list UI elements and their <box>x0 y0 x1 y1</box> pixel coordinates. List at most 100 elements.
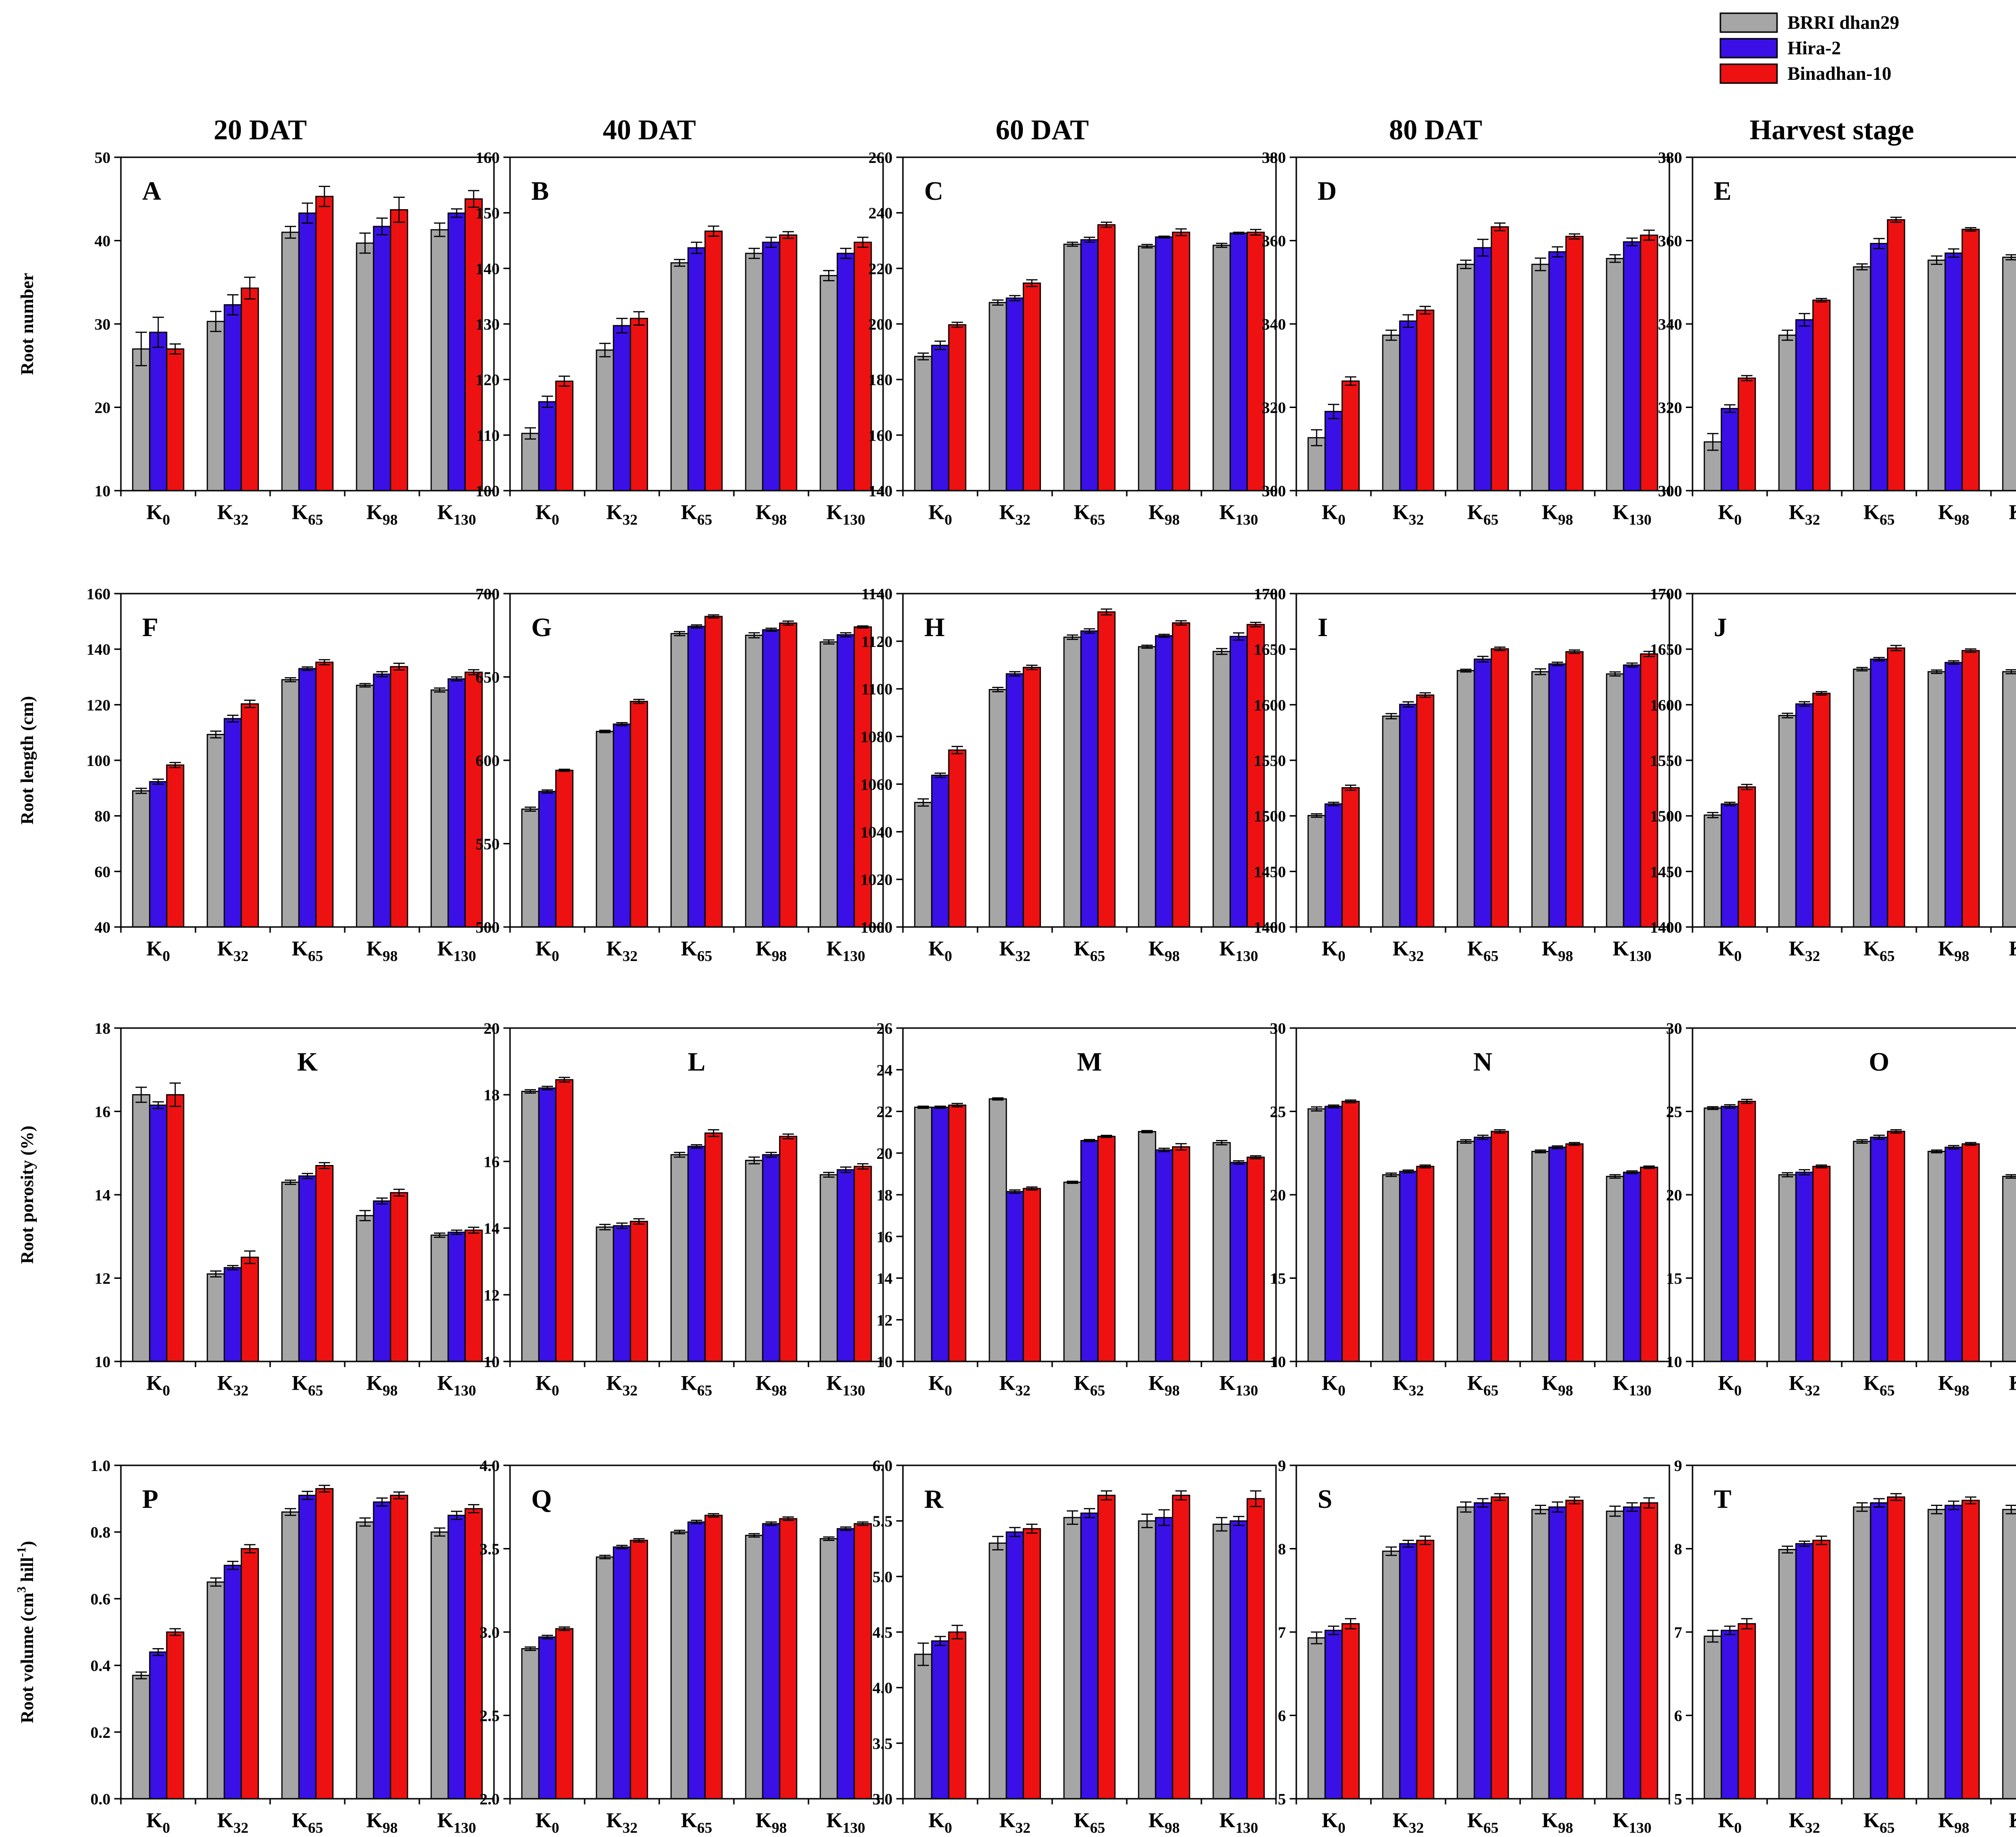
ytick-label-P-2: 0.4 <box>91 1658 111 1675</box>
bar-N-1-2 <box>1473 1136 1492 1362</box>
ytick-label-G-3: 650 <box>476 669 500 687</box>
bar-O-2-0 <box>1737 1101 1756 1362</box>
bar-R-0-3 <box>1138 1520 1157 1800</box>
xcat-label-M-2: K65 <box>1074 1371 1105 1399</box>
bar-N-1-1 <box>1399 1171 1418 1362</box>
bar-G-1-4 <box>836 634 855 928</box>
ytick-label-P-5: 1.0 <box>91 1457 111 1475</box>
ytick-label-P-4: 0.8 <box>91 1524 111 1541</box>
column-title-2: 60 DAT <box>995 114 1089 145</box>
bar-G-2-1 <box>629 701 648 928</box>
bar-H-1-3 <box>1155 635 1174 928</box>
bar-K-0-4 <box>430 1234 449 1362</box>
ytick-label-S-1: 6 <box>1278 1708 1286 1725</box>
xcat-label-T-2: K65 <box>1863 1809 1895 1836</box>
bar-H-2-1 <box>1022 667 1041 928</box>
bar-J-0-3 <box>1927 671 1946 928</box>
bar-H-1-0 <box>931 774 950 928</box>
bar-I-1-2 <box>1473 658 1492 928</box>
xcat-label-I-2: K65 <box>1467 937 1498 964</box>
panel-label-G: G <box>531 613 552 642</box>
bar-E-0-1 <box>1778 334 1797 492</box>
panel-label-R: R <box>924 1485 944 1514</box>
ytick-label-K-0: 10 <box>94 1353 111 1371</box>
bar-M-2-0 <box>948 1105 967 1362</box>
bar-G-0-4 <box>819 641 838 928</box>
bar-Q-0-4 <box>819 1538 838 1800</box>
ytick-label-I-2: 1500 <box>1254 808 1286 825</box>
xcat-label-S-0: K0 <box>1322 1809 1345 1836</box>
ytick-label-P-0: 0.0 <box>91 1791 111 1808</box>
xcat-label-Q-2: K65 <box>681 1809 712 1836</box>
ytick-label-M-2: 14 <box>876 1270 893 1288</box>
ytick-label-H-0: 1000 <box>860 919 893 936</box>
bar-B-1-4 <box>836 253 855 492</box>
ytick-label-S-0: 5 <box>1278 1791 1286 1808</box>
bar-L-1-0 <box>538 1087 557 1362</box>
bar-K-0-0 <box>132 1094 151 1362</box>
bar-P-2-4 <box>464 1508 483 1800</box>
bar-D-0-4 <box>1606 258 1625 492</box>
ytick-label-O-2: 20 <box>1666 1187 1682 1204</box>
ytick-label-F-1: 60 <box>94 863 111 881</box>
bar-C-2-0 <box>948 324 967 492</box>
xcat-label-H-4: K130 <box>1219 937 1258 964</box>
bar-E-1-1 <box>1795 319 1814 492</box>
ytick-label-I-1: 1450 <box>1254 863 1286 881</box>
xcat-label-G-3: K98 <box>756 937 787 964</box>
xcat-label-H-1: K32 <box>999 937 1030 964</box>
bar-J-2-0 <box>1737 786 1756 928</box>
bar-G-0-0 <box>521 808 540 928</box>
ytick-label-R-1: 3.5 <box>873 1735 893 1752</box>
ytick-label-B-4: 140 <box>476 260 500 278</box>
xcat-label-S-1: K32 <box>1393 1809 1424 1836</box>
ytick-label-K-1: 12 <box>94 1270 111 1288</box>
panel-M: 10 12 14 16 18 20 22 24 26 K0 K32 K65 K98 K130 M <box>876 1020 1277 1399</box>
xcat-label-D-0: K0 <box>1322 501 1345 528</box>
bar-D-2-4 <box>1640 234 1659 492</box>
bar-S-0-0 <box>1307 1637 1326 1800</box>
panel-frame-H <box>902 593 1277 928</box>
bar-L-2-0 <box>555 1079 574 1362</box>
bar-T-0-0 <box>1703 1635 1722 1800</box>
ytick-label-T-3: 8 <box>1674 1541 1682 1558</box>
xcat-label-A-4: K130 <box>437 501 476 528</box>
bar-H-2-4 <box>1246 624 1265 928</box>
bar-B-1-3 <box>762 241 781 492</box>
bar-N-2-4 <box>1640 1166 1659 1362</box>
bar-I-2-4 <box>1640 653 1659 928</box>
xcat-label-D-2: K65 <box>1467 501 1498 528</box>
bar-H-1-4 <box>1229 636 1248 928</box>
xcat-label-O-3: K98 <box>1938 1371 1969 1399</box>
ytick-label-K-4: 18 <box>94 1020 111 1038</box>
bar-F-1-2 <box>298 668 317 928</box>
bar-Q-2-2 <box>704 1514 723 1800</box>
bar-I-1-0 <box>1324 803 1343 928</box>
bar-F-1-4 <box>447 678 466 928</box>
bar-F-2-3 <box>390 666 408 928</box>
row-y-labels: Root number Root length (cm) Root porosity… <box>15 273 37 1723</box>
ytick-label-G-1: 550 <box>476 836 500 853</box>
bar-M-2-1 <box>1022 1188 1041 1362</box>
bar-F-1-1 <box>223 718 242 928</box>
bar-Q-0-0 <box>521 1648 540 1800</box>
ytick-label-H-3: 1060 <box>860 776 893 793</box>
bar-C-2-2 <box>1097 224 1116 492</box>
ytick-label-G-4: 700 <box>476 586 500 603</box>
ytick-label-O-3: 25 <box>1666 1104 1682 1121</box>
bar-E-0-4 <box>2002 256 2016 492</box>
panel-Q: 2.0 2.5 3.0 3.5 4.0 K0 K32 K65 K98 K130 Q <box>480 1457 884 1836</box>
bar-Q-1-4 <box>836 1528 855 1800</box>
bar-O-0-1 <box>1778 1174 1797 1362</box>
bar-M-1-0 <box>931 1106 950 1362</box>
ytick-label-F-0: 40 <box>94 919 111 936</box>
ytick-label-N-3: 25 <box>1270 1104 1286 1121</box>
bar-K-1-1 <box>223 1267 242 1362</box>
bar-A-0-4 <box>430 229 449 492</box>
bar-Q-2-3 <box>779 1518 798 1800</box>
ytick-label-E-0: 300 <box>1658 483 1682 500</box>
bar-E-2-2 <box>1887 219 1905 492</box>
xcat-label-F-0: K0 <box>146 937 170 964</box>
bar-G-1-3 <box>762 629 781 928</box>
bar-P-2-1 <box>240 1548 259 1800</box>
